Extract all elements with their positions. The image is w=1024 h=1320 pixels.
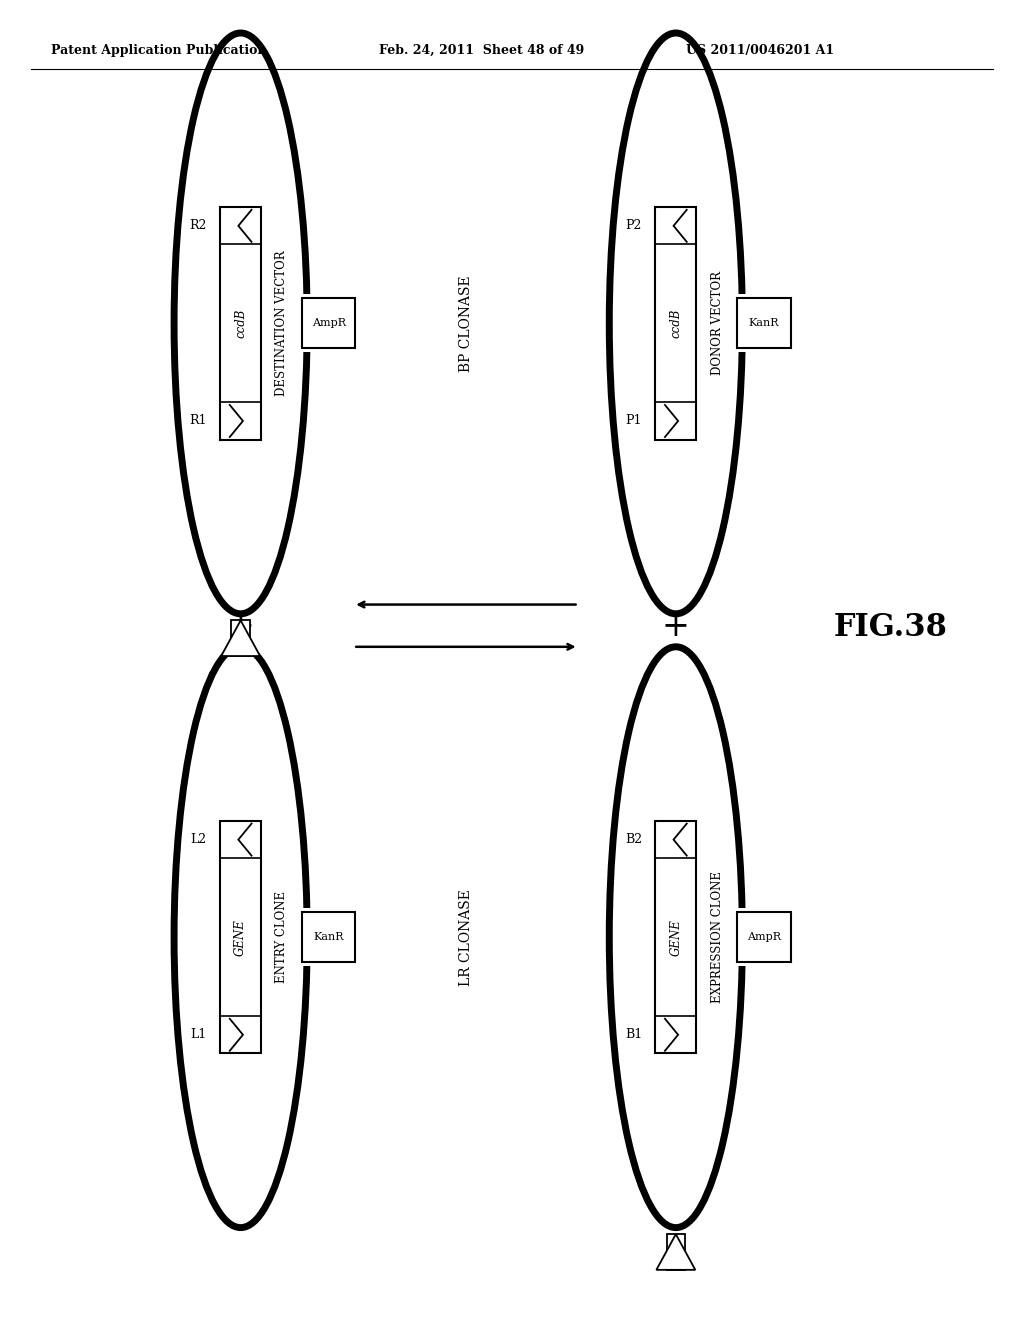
Text: +: + bbox=[226, 611, 255, 643]
Text: FIG.38: FIG.38 bbox=[834, 611, 948, 643]
Text: GENE: GENE bbox=[234, 919, 247, 956]
Polygon shape bbox=[656, 1234, 695, 1270]
Bar bbox=[655, 207, 696, 440]
Text: ccdB: ccdB bbox=[234, 309, 247, 338]
Bar bbox=[651, 203, 700, 444]
Text: L2: L2 bbox=[190, 833, 207, 846]
Bar bbox=[216, 817, 265, 1057]
Text: +: + bbox=[662, 611, 690, 643]
Text: L1: L1 bbox=[190, 1028, 207, 1041]
Text: Patent Application Publication: Patent Application Publication bbox=[51, 44, 266, 57]
Text: US 2011/0046201 A1: US 2011/0046201 A1 bbox=[686, 44, 835, 57]
Text: AmpR: AmpR bbox=[746, 932, 781, 942]
Bar bbox=[302, 912, 355, 962]
Text: ccdB: ccdB bbox=[670, 309, 682, 338]
Text: BP CLONASE: BP CLONASE bbox=[459, 275, 473, 372]
Polygon shape bbox=[221, 620, 260, 656]
Bar bbox=[733, 908, 795, 966]
Text: DESTINATION VECTOR: DESTINATION VECTOR bbox=[275, 251, 289, 396]
Bar bbox=[302, 298, 355, 348]
Bar bbox=[298, 908, 359, 966]
Bar bbox=[737, 298, 791, 348]
Bar bbox=[220, 821, 261, 1053]
Bar bbox=[667, 1234, 685, 1270]
Bar bbox=[231, 620, 250, 656]
Bar bbox=[651, 817, 700, 1057]
Bar bbox=[737, 912, 791, 962]
Text: DONOR VECTOR: DONOR VECTOR bbox=[711, 272, 724, 375]
Text: R1: R1 bbox=[189, 414, 207, 428]
Bar bbox=[220, 207, 261, 440]
Bar bbox=[216, 203, 265, 444]
Text: EXPRESSION CLONE: EXPRESSION CLONE bbox=[711, 871, 724, 1003]
Text: P1: P1 bbox=[626, 414, 642, 428]
Bar bbox=[733, 294, 795, 352]
Text: P2: P2 bbox=[626, 219, 642, 232]
Text: KanR: KanR bbox=[313, 932, 344, 942]
Text: Feb. 24, 2011  Sheet 48 of 49: Feb. 24, 2011 Sheet 48 of 49 bbox=[379, 44, 584, 57]
Text: GENE: GENE bbox=[670, 919, 682, 956]
Text: AmpR: AmpR bbox=[311, 318, 346, 329]
Bar bbox=[298, 294, 359, 352]
Text: B1: B1 bbox=[625, 1028, 642, 1041]
Bar bbox=[655, 821, 696, 1053]
Text: LR CLONASE: LR CLONASE bbox=[459, 888, 473, 986]
Text: KanR: KanR bbox=[749, 318, 779, 329]
Text: B2: B2 bbox=[625, 833, 642, 846]
Text: ENTRY CLONE: ENTRY CLONE bbox=[275, 891, 289, 983]
Text: R2: R2 bbox=[189, 219, 207, 232]
